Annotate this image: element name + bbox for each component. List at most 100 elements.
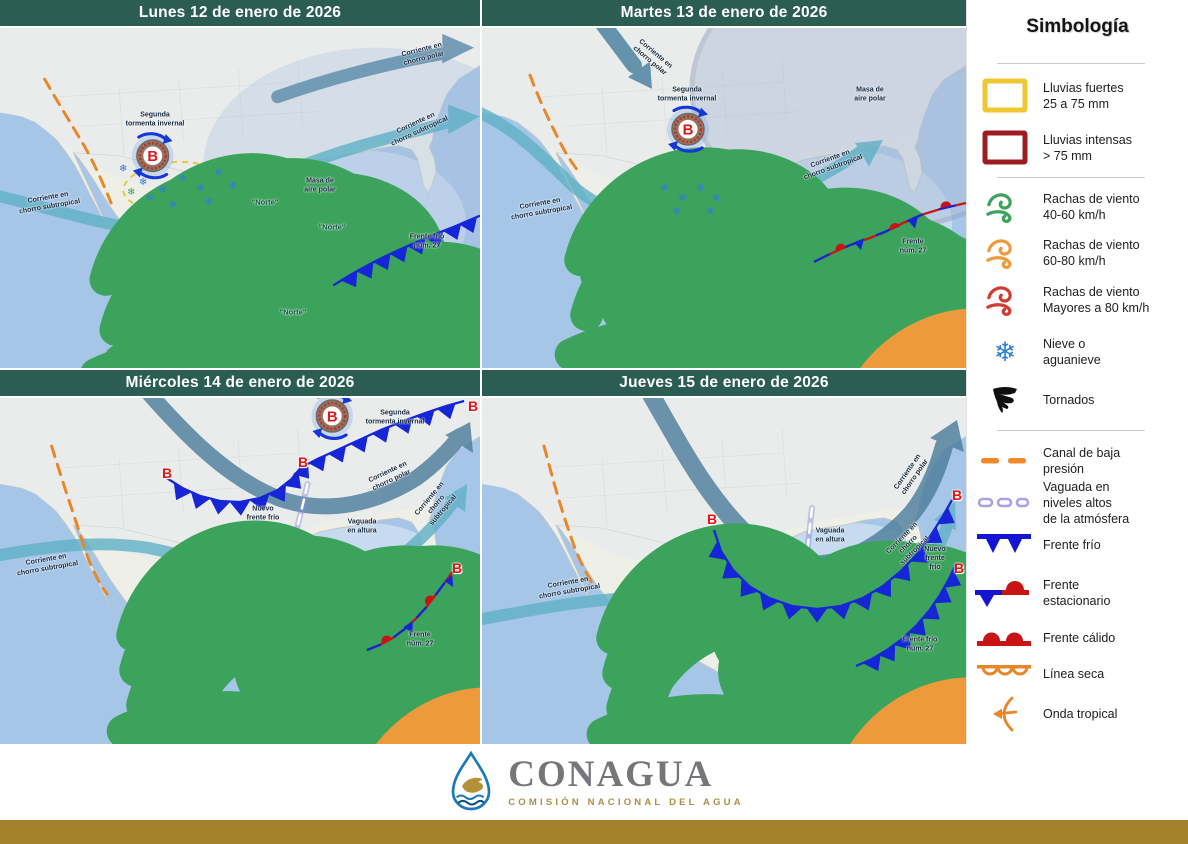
panel-title-lunes: Lunes 12 de enero de 2026	[0, 0, 480, 28]
map-graphic-jueves	[482, 398, 966, 744]
legend-item-vaguada: Vaguada en niveles altos de la atmósfera	[967, 477, 1188, 529]
svg-text:❄: ❄	[159, 185, 167, 196]
low-pressure-channel-icon	[967, 457, 1043, 465]
separator	[997, 63, 1145, 64]
svg-text:❄: ❄	[196, 183, 204, 194]
wind-gust-green-icon	[967, 190, 1043, 225]
legend-item-frente-estacionario: Frente estacionario	[967, 567, 1188, 619]
legend-label: Lluvias intensas > 75 mm	[1043, 133, 1132, 163]
svg-text:❄: ❄	[119, 164, 127, 175]
legend-item-frente-frio: Frente frío	[967, 519, 1188, 571]
legend-item-onda-tropical: Onda tropical	[967, 688, 1188, 740]
legend-item-nieve: ❄ Nieve o aguanieve	[967, 326, 1188, 378]
brand-text: CONAGUA	[508, 754, 714, 795]
tropical-wave-icon	[967, 695, 1043, 733]
stationary-front-27	[366, 571, 454, 652]
svg-text:❄: ❄	[672, 207, 680, 218]
svg-text:❄: ❄	[688, 215, 696, 226]
legend-item-canal-baja: Canal de baja presión	[967, 435, 1188, 487]
forecast-panel-miercoles: Miércoles 14 de enero de 2026	[0, 370, 480, 744]
svg-text:❄: ❄	[146, 193, 154, 204]
legend-item-linea-seca: Línea seca	[967, 648, 1188, 700]
separator	[997, 430, 1145, 431]
legend-label: Rachas de viento Mayores a 80 km/h	[1043, 285, 1150, 315]
upper-trough-icon	[967, 497, 1043, 509]
low-pressure-channel	[43, 77, 113, 205]
dry-line-icon	[967, 664, 1043, 684]
svg-text:❄: ❄	[127, 187, 135, 198]
legend-label: Tornados	[1043, 393, 1095, 407]
svg-text:❄: ❄	[660, 183, 668, 194]
svg-text:❄: ❄	[179, 173, 187, 184]
legend-label: Nieve o aguanieve	[1043, 337, 1101, 367]
warm-front-icon	[967, 628, 1043, 648]
svg-text:❄: ❄	[188, 205, 196, 216]
legend-item-frente-calido: Frente cálido	[967, 612, 1188, 664]
weather-map-jueves: Corriente en chorro polar Vaguada en alt…	[482, 398, 966, 744]
legend-label: Rachas de viento 40-60 km/h	[1043, 192, 1140, 222]
svg-text:❄: ❄	[220, 190, 228, 201]
cold-front-icon	[967, 534, 1043, 556]
legend-label: Onda tropical	[1043, 707, 1118, 721]
forecast-panel-martes: Martes 13 de enero de 2026	[482, 0, 966, 368]
svg-text:❄: ❄	[696, 183, 704, 194]
legend-label: Canal de baja presión	[1043, 446, 1121, 476]
separator	[997, 177, 1145, 178]
brand-tagline: COMISIÓN NACIONAL DEL AGUA	[508, 797, 744, 808]
forecast-panel-lunes: Lunes 12 de enero de 2026	[0, 0, 480, 368]
panel-title-jueves: Jueves 15 de enero de 2026	[482, 370, 966, 398]
conagua-drop-icon	[451, 750, 491, 811]
legend-label: Frente cálido	[1043, 631, 1116, 645]
footer-gold-bar	[0, 820, 1188, 844]
legend-item-tornados: Tornados	[967, 374, 1188, 426]
panel-title-martes: Martes 13 de enero de 2026	[482, 0, 966, 28]
heavy-rain-icon	[967, 78, 1043, 114]
weather-map-miercoles: Segunda tormenta invernal Corriente en c…	[0, 398, 480, 744]
svg-text:❄: ❄	[169, 200, 177, 211]
footer: CONAGUA COMISIÓN NACIONAL DEL AGUA	[0, 744, 1188, 820]
svg-text:❄: ❄	[712, 193, 720, 204]
svg-text:❄: ❄	[722, 200, 730, 211]
panel-title-miercoles: Miércoles 14 de enero de 2026	[0, 370, 480, 398]
cold-front-27	[855, 563, 962, 672]
tornado-icon	[967, 386, 1043, 414]
legend-label: Frente frío	[1043, 538, 1101, 552]
panel-title-text: Miércoles 14 de enero de 2026	[125, 374, 355, 391]
forecast-panel-jueves: Jueves 15 de enero de 2026	[482, 370, 966, 744]
legend-item-lluvias-fuertes: Lluvias fuertes 25 a 75 mm	[967, 70, 1188, 122]
weather-map-lunes: ❄ ❄ ❄ ❄ ❄ ❄ ❄ ❄ ❄ ❄ ❄ ❄ ❄ Corriente en chorro …	[0, 28, 480, 368]
wind-gust-red-icon	[967, 283, 1043, 318]
svg-text:❄: ❄	[228, 181, 236, 192]
symbology-sidebar: Simbología Lluvias fuertes 25 a 75 mm Ll…	[966, 0, 1188, 744]
panel-title-text: Martes 13 de enero de 2026	[620, 4, 828, 21]
svg-text:❄: ❄	[204, 197, 212, 208]
stationary-front-27	[813, 201, 966, 263]
jet-stream-polar	[271, 33, 475, 104]
jet-stream-polar	[595, 28, 652, 89]
intense-rain-icon	[967, 130, 1043, 166]
svg-text:❄: ❄	[678, 193, 686, 204]
snowflakes: ❄❄ ❄❄ ❄ ❄ ❄❄	[660, 183, 730, 225]
legend-item-lluvias-intensas: Lluvias intensas > 75 mm	[967, 122, 1188, 174]
legend-item-rachas-40-60: Rachas de viento 40-60 km/h	[967, 181, 1188, 233]
new-cold-front	[708, 499, 955, 623]
legend-label: Rachas de viento 60-80 km/h	[1043, 238, 1140, 268]
snowflake-icon: ❄	[993, 336, 1017, 367]
svg-text:❄: ❄	[139, 177, 147, 188]
svg-text:❄: ❄	[214, 167, 222, 178]
panel-title-text: Jueves 15 de enero de 2026	[619, 374, 829, 391]
legend-label: Vaguada en niveles altos de la atmósfera	[1043, 480, 1130, 526]
low-pressure-channel	[542, 444, 596, 588]
map-graphic-lunes: ❄❄ ❄❄ ❄❄ ❄❄ ❄ ❄ ❄❄ ❄	[0, 28, 480, 368]
weather-map-martes: ❄ ❄ ❄ ❄ ❄ ❄ ❄ ❄ Corriente en chorro polar Se…	[482, 28, 966, 368]
wind-gust-orange-icon	[967, 236, 1043, 271]
map-graphic-miercoles	[0, 398, 480, 744]
symbology-title: Simbología	[1026, 16, 1129, 37]
legend-label: Línea seca	[1043, 667, 1105, 681]
map-graphic-martes: ❄❄ ❄❄ ❄ ❄ ❄❄	[482, 28, 966, 368]
svg-text:❄: ❄	[706, 207, 714, 218]
new-cold-front	[166, 399, 465, 516]
legend-item-rachas-80: Rachas de viento Mayores a 80 km/h	[967, 274, 1188, 326]
panel-title-text: Lunes 12 de enero de 2026	[138, 4, 342, 21]
snowflakes: ❄❄ ❄❄ ❄❄ ❄❄ ❄ ❄ ❄❄ ❄	[119, 164, 236, 216]
